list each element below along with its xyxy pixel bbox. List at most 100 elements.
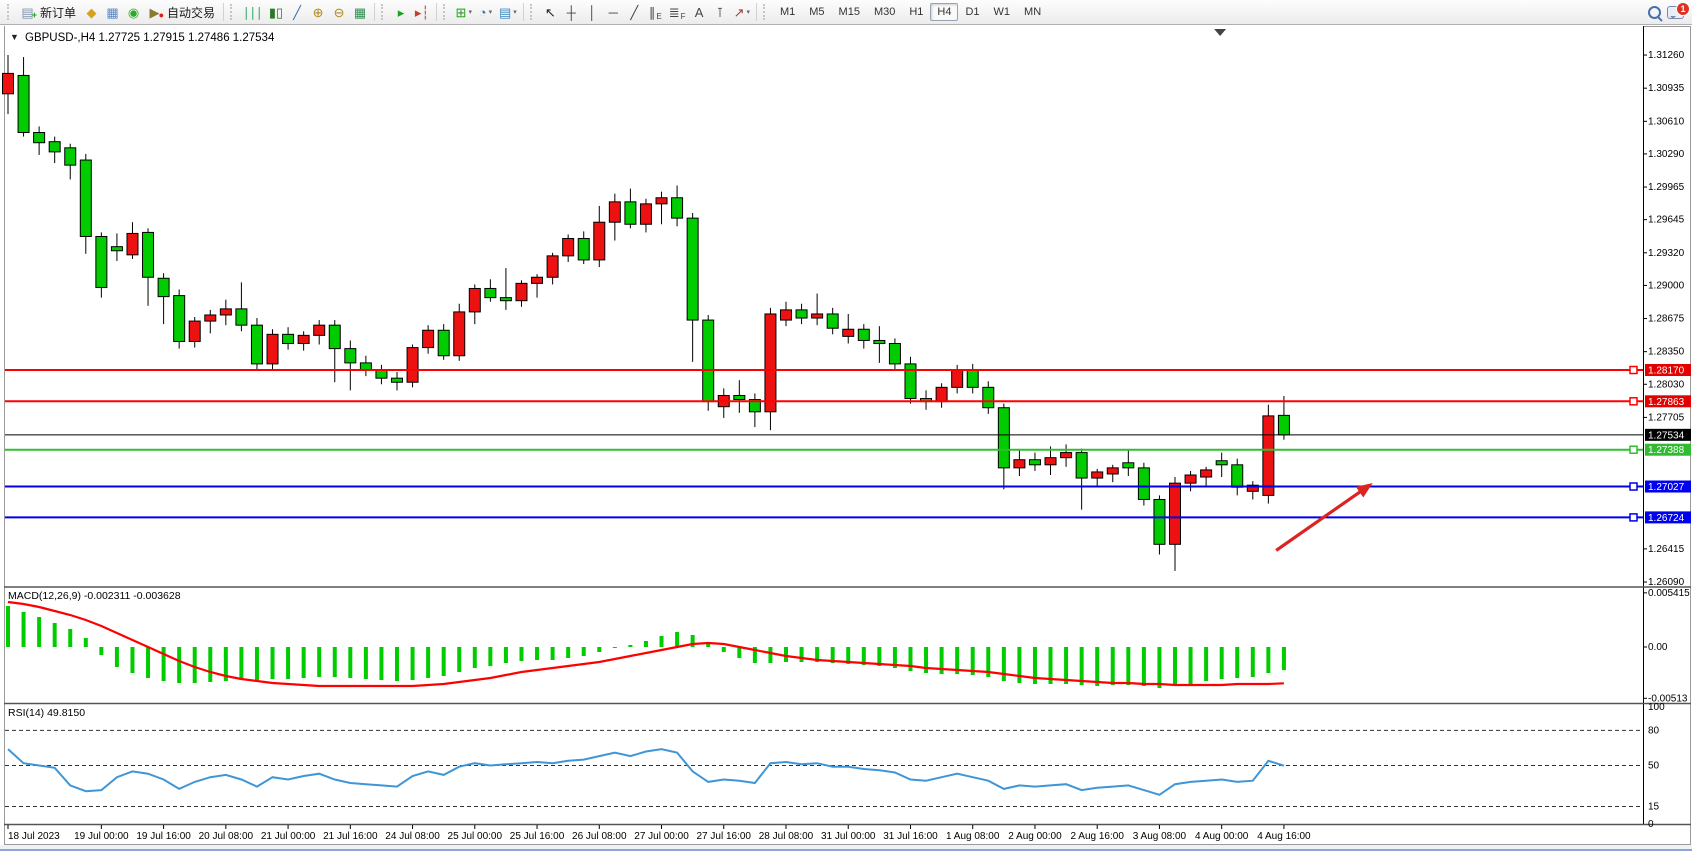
- chart-shift-button[interactable]: ▸┆: [412, 2, 433, 22]
- candle-bullish: [1060, 452, 1073, 459]
- cursor-tool-button[interactable]: ↖: [540, 2, 561, 22]
- chevron-down-icon[interactable]: ▾: [513, 8, 517, 16]
- vertical-line-tool-button[interactable]: │: [582, 2, 603, 22]
- fibonacci-tool-button[interactable]: ≣ F: [666, 2, 689, 22]
- candle-bearish: [375, 369, 388, 379]
- candlestick-chart-button[interactable]: ▮▯: [266, 2, 287, 22]
- search-icon[interactable]: [1648, 5, 1661, 19]
- zoom-out-button[interactable]: ⊖: [329, 2, 350, 22]
- horizontal-line-tool-button[interactable]: ─: [603, 2, 624, 22]
- period-button-W1[interactable]: W1: [993, 6, 1011, 18]
- chevron-down-icon[interactable]: ▾: [468, 8, 472, 16]
- market-watch-button[interactable]: ◆: [81, 2, 102, 22]
- arrow-head[interactable]: [1355, 483, 1373, 498]
- periods-button[interactable]: ◔ ▾: [475, 2, 496, 22]
- time-axis-label: 2 Aug 16:00: [1071, 831, 1125, 842]
- line-chart-icon: ╱: [293, 4, 301, 20]
- text-label-tool-icon: ⊺: [716, 4, 724, 20]
- period-button-M15[interactable]: M15: [838, 6, 860, 18]
- period-button-H1[interactable]: H1: [909, 6, 924, 18]
- period-button-M30[interactable]: M30: [873, 6, 896, 18]
- data-window-button[interactable]: ▦: [102, 2, 123, 22]
- price-axis-label: 1.30935: [1648, 83, 1685, 94]
- tool-sub-letter: E: [656, 12, 662, 21]
- indicators-button[interactable]: ⊞ ▾: [453, 2, 475, 22]
- auto-scroll-button[interactable]: ▸: [391, 2, 412, 22]
- chevron-down-icon[interactable]: ▾: [488, 8, 493, 16]
- chart-shift-marker[interactable]: [1214, 29, 1227, 36]
- candle-bullish: [313, 324, 326, 336]
- candle-bullish: [1106, 467, 1119, 475]
- candle-bullish: [935, 386, 948, 403]
- crosshair-tool-icon: ┼: [566, 4, 576, 20]
- auto-scroll-icon: ▸: [397, 4, 405, 20]
- bar-chart-button[interactable]: ∣∣∣: [240, 2, 266, 22]
- templates-button[interactable]: ▤ ▾: [496, 2, 520, 22]
- sound-alerts-button[interactable]: ◉: [123, 2, 144, 22]
- candle-bullish: [188, 320, 201, 342]
- toolbar-right: 1: [1648, 1, 1690, 19]
- new-order-button[interactable]: ▤ +: [17, 2, 38, 22]
- resistance-line-2-price-label: 1.27863: [1648, 397, 1685, 408]
- candle-bullish: [780, 309, 792, 321]
- text-tool-button[interactable]: A: [689, 2, 710, 22]
- current-price-line-price-label: 1.27534: [1648, 430, 1685, 441]
- tile-windows-button[interactable]: ▦: [350, 2, 371, 22]
- notifications-icon[interactable]: 1: [1667, 1, 1690, 19]
- macd-axis-label: -0.00513: [1648, 693, 1688, 704]
- arrow-annotation[interactable]: [1275, 483, 1373, 552]
- time-axis-label: 31 Jul 16:00: [883, 831, 938, 842]
- support-line-blue-1-handle[interactable]: [1629, 482, 1638, 491]
- candle-bullish: [593, 221, 606, 261]
- time-axis-label: 24 Jul 08:00: [385, 831, 440, 842]
- support-line-green-price-label-bg: [1645, 443, 1691, 456]
- period-button-MN[interactable]: MN: [1024, 6, 1042, 18]
- text-label-tool-button[interactable]: ⊺: [710, 2, 731, 22]
- trendline-tool-button[interactable]: ╱: [624, 2, 645, 22]
- channel-tool-button[interactable]: ∥ E: [645, 2, 666, 22]
- candle-bearish: [1215, 460, 1228, 466]
- time-axis-label: 18 Jul 2023: [8, 831, 60, 842]
- period-button-D1[interactable]: D1: [965, 6, 980, 18]
- period-button-M5[interactable]: M5: [809, 6, 825, 18]
- time-axis: 18 Jul 2023 19 Jul 00:00 19 Jul 16:00 20 Ju…: [7, 825, 1311, 842]
- chart-plot-area[interactable]: [5, 26, 1643, 586]
- arrow-shaft[interactable]: [1275, 488, 1364, 552]
- candle-bullish: [515, 282, 528, 302]
- new-order-label: 新订单: [40, 5, 77, 20]
- line-chart-button[interactable]: ╱: [287, 2, 308, 22]
- zoom-in-button[interactable]: ⊕: [308, 2, 329, 22]
- indicators-icon: ⊞: [455, 4, 467, 20]
- period-button-H4[interactable]: H4: [930, 3, 959, 21]
- candle-bullish: [811, 313, 824, 319]
- text-tool-icon: A: [694, 4, 704, 20]
- chart-title: GBPUSD-,H4 1.27725 1.27915 1.27486 1.275…: [25, 32, 275, 44]
- price-axis-label: 1.28030: [1648, 379, 1685, 390]
- time-axis-label: 26 Jul 08:00: [572, 831, 627, 842]
- toolbar: ▤ + 新订单 ◆ ▦ ◉ ▶ ● 自动交易 ∣∣∣ ▮▯ ╱ ⊕ ⊖ ▦ ▸ ▸┆ ⊞ ▾ ◔ ▾ ▤ ▾ ↖ ┼ │ ─ ╱ ∥ E ≣…: [0, 0, 1692, 25]
- vertical-line-tool-icon: │: [588, 4, 597, 20]
- candle-bearish: [48, 141, 61, 153]
- resistance-line-1-handle[interactable]: [1629, 365, 1638, 375]
- period-button-M1[interactable]: M1: [779, 6, 796, 18]
- support-line-blue-2-handle[interactable]: [1629, 513, 1638, 522]
- arrows-tool-button[interactable]: ↗ ▾: [731, 2, 753, 22]
- one-click-trading-toggle[interactable]: ▼: [10, 32, 19, 42]
- candle-bearish: [1153, 498, 1166, 545]
- support-line-green-handle[interactable]: [1629, 445, 1638, 454]
- candle-bullish: [1246, 484, 1259, 492]
- time-axis-label: 25 Jul 00:00: [448, 831, 503, 842]
- macd-axis-label: 0.005415: [1648, 588, 1690, 599]
- auto-trading-button[interactable]: ▶ ●: [144, 2, 165, 22]
- candle-bearish: [577, 238, 590, 261]
- resistance-line-2-handle[interactable]: [1629, 397, 1638, 406]
- support-line-blue-2-price-label: 1.26724: [1648, 513, 1685, 524]
- candle-bullish: [1262, 415, 1275, 496]
- rsi-axis-label: 100: [1648, 702, 1665, 713]
- current-price-line-price-label-bg: [1645, 428, 1691, 441]
- crosshair-tool-button[interactable]: ┼: [561, 2, 582, 22]
- time-axis-label: 21 Jul 00:00: [261, 831, 316, 842]
- chevron-down-icon[interactable]: ▾: [746, 8, 750, 16]
- time-axis-label: 19 Jul 00:00: [74, 831, 129, 842]
